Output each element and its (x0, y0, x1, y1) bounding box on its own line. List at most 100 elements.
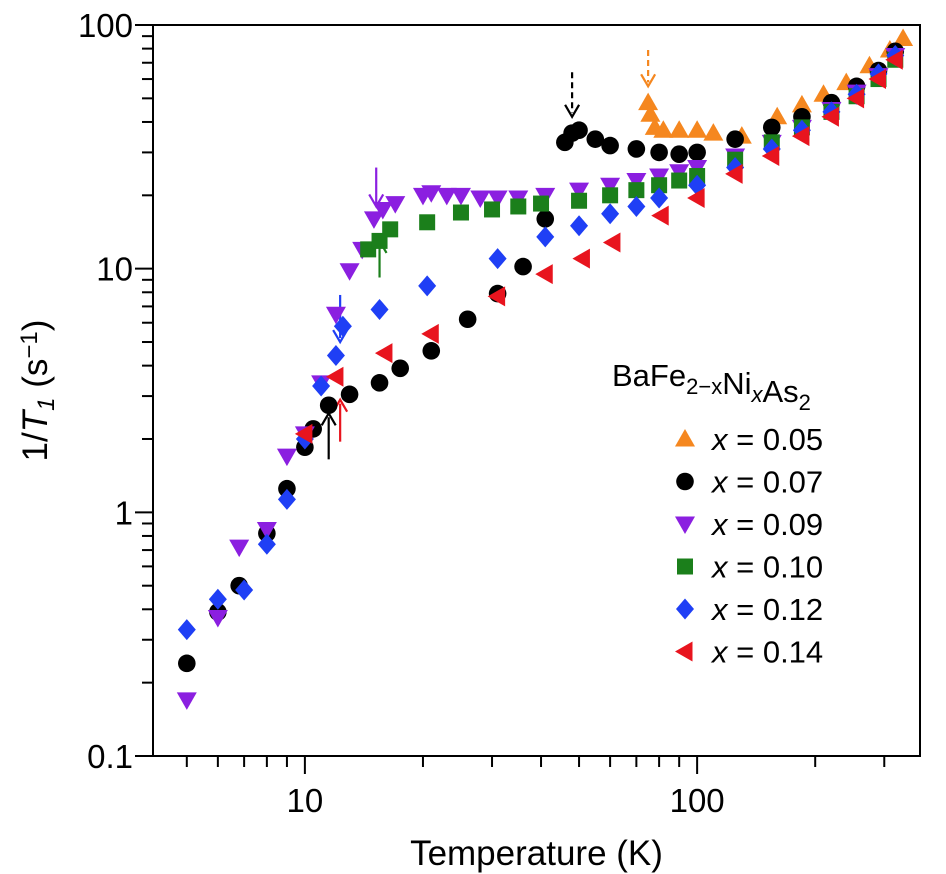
legend-label-value: = 0.12 (728, 592, 824, 627)
legend-item: x = 0.12 (676, 592, 823, 627)
data-point (791, 94, 812, 113)
data-point (640, 104, 661, 122)
legend-marker (675, 429, 695, 447)
data-point (177, 619, 196, 641)
legend-title-part: As (762, 374, 798, 409)
legend-title-part: x (750, 382, 763, 407)
data-point (687, 120, 708, 138)
data-point (821, 106, 839, 127)
data-point (628, 182, 645, 199)
data-point (256, 522, 277, 540)
x-tick-labels: 10 100 (287, 782, 725, 819)
data-point (651, 177, 668, 194)
legend-title-part: BaFe (612, 358, 686, 393)
legend-marker (677, 558, 693, 575)
data-point (276, 448, 297, 467)
legend-marker (675, 516, 695, 534)
legend-label-value: = 0.14 (728, 635, 824, 670)
data-point (277, 488, 296, 510)
data-point (178, 654, 196, 673)
data-point (535, 264, 553, 285)
data-point (294, 423, 313, 444)
data-point (488, 248, 507, 270)
y-tick-labels: 0.1 1 10 100 (78, 7, 133, 775)
y-tick-label: 0.1 (87, 738, 133, 775)
y-axis-label: 1/T1 (s−1) (16, 320, 60, 462)
data-point (319, 396, 338, 415)
data-point (340, 385, 359, 404)
legend-marker (676, 472, 694, 491)
data-point (452, 204, 469, 221)
data-point (570, 215, 589, 237)
transition-arrow (564, 72, 581, 119)
data-point (391, 359, 410, 378)
legend-title-part: 2−x (686, 374, 722, 399)
data-point (651, 205, 669, 226)
legend-marker (675, 641, 693, 662)
data-point (333, 315, 352, 337)
data-point (638, 92, 659, 111)
legend-label-value: = 0.09 (728, 507, 824, 542)
data-point (421, 185, 442, 203)
legend-label: x = 0.05 (710, 422, 823, 457)
data-point (885, 49, 903, 70)
data-point (572, 248, 590, 269)
y-tick-label: 100 (78, 7, 133, 44)
data-point (207, 610, 228, 628)
data-point (762, 118, 781, 137)
data-point (510, 198, 527, 215)
data-point (235, 579, 254, 601)
data-point (487, 286, 506, 307)
legend-label-value: = 0.05 (728, 422, 824, 457)
data-point (484, 201, 501, 218)
data-point (669, 120, 690, 138)
legend-item: x = 0.07 (676, 465, 823, 500)
legend-title-part: Ni (722, 366, 751, 401)
legend-item: x = 0.10 (677, 550, 823, 585)
data-point (602, 232, 621, 253)
legend-label-var: x (710, 422, 729, 457)
x-tick-label: 10 (287, 782, 324, 819)
data-point (470, 190, 491, 208)
y-tick-label: 1 (115, 494, 133, 531)
data-point (458, 310, 477, 329)
data-point (627, 140, 646, 158)
y-axis-label-part: 1 (33, 397, 60, 410)
data-point (670, 145, 688, 163)
data-point (601, 203, 620, 225)
x-axis-label: Temperature (K) (410, 834, 663, 873)
data-point (370, 374, 389, 392)
data-point (726, 130, 744, 148)
legend-label-var: x (710, 550, 729, 585)
legend-item: x = 0.14 (675, 635, 823, 670)
data-point (363, 211, 384, 229)
y-axis-label-part: T (16, 408, 55, 432)
transition-arrow (320, 411, 337, 460)
ticks-layer (135, 24, 886, 774)
legend-label: x = 0.14 (710, 635, 823, 670)
data-points-layer (176, 28, 914, 710)
legend-item: x = 0.05 (675, 422, 823, 457)
data-point (703, 123, 724, 141)
legend-label-var: x (710, 507, 729, 542)
legend-label: x = 0.09 (710, 507, 823, 542)
data-point (586, 130, 605, 148)
data-point (208, 588, 227, 610)
data-point (627, 195, 646, 217)
data-point (650, 143, 668, 162)
data-point (846, 88, 865, 109)
data-point (487, 190, 508, 208)
data-point (569, 182, 590, 201)
legend-label-var: x (710, 465, 729, 500)
data-point (257, 533, 276, 555)
y-axis-label-part: ) (16, 320, 55, 332)
data-point (382, 221, 399, 238)
data-point (688, 143, 706, 162)
data-point (229, 539, 250, 558)
legend-label-var: x (710, 635, 729, 670)
data-point (600, 177, 621, 196)
data-point (514, 257, 532, 276)
data-point (385, 196, 406, 214)
transition-arrow (368, 167, 385, 209)
